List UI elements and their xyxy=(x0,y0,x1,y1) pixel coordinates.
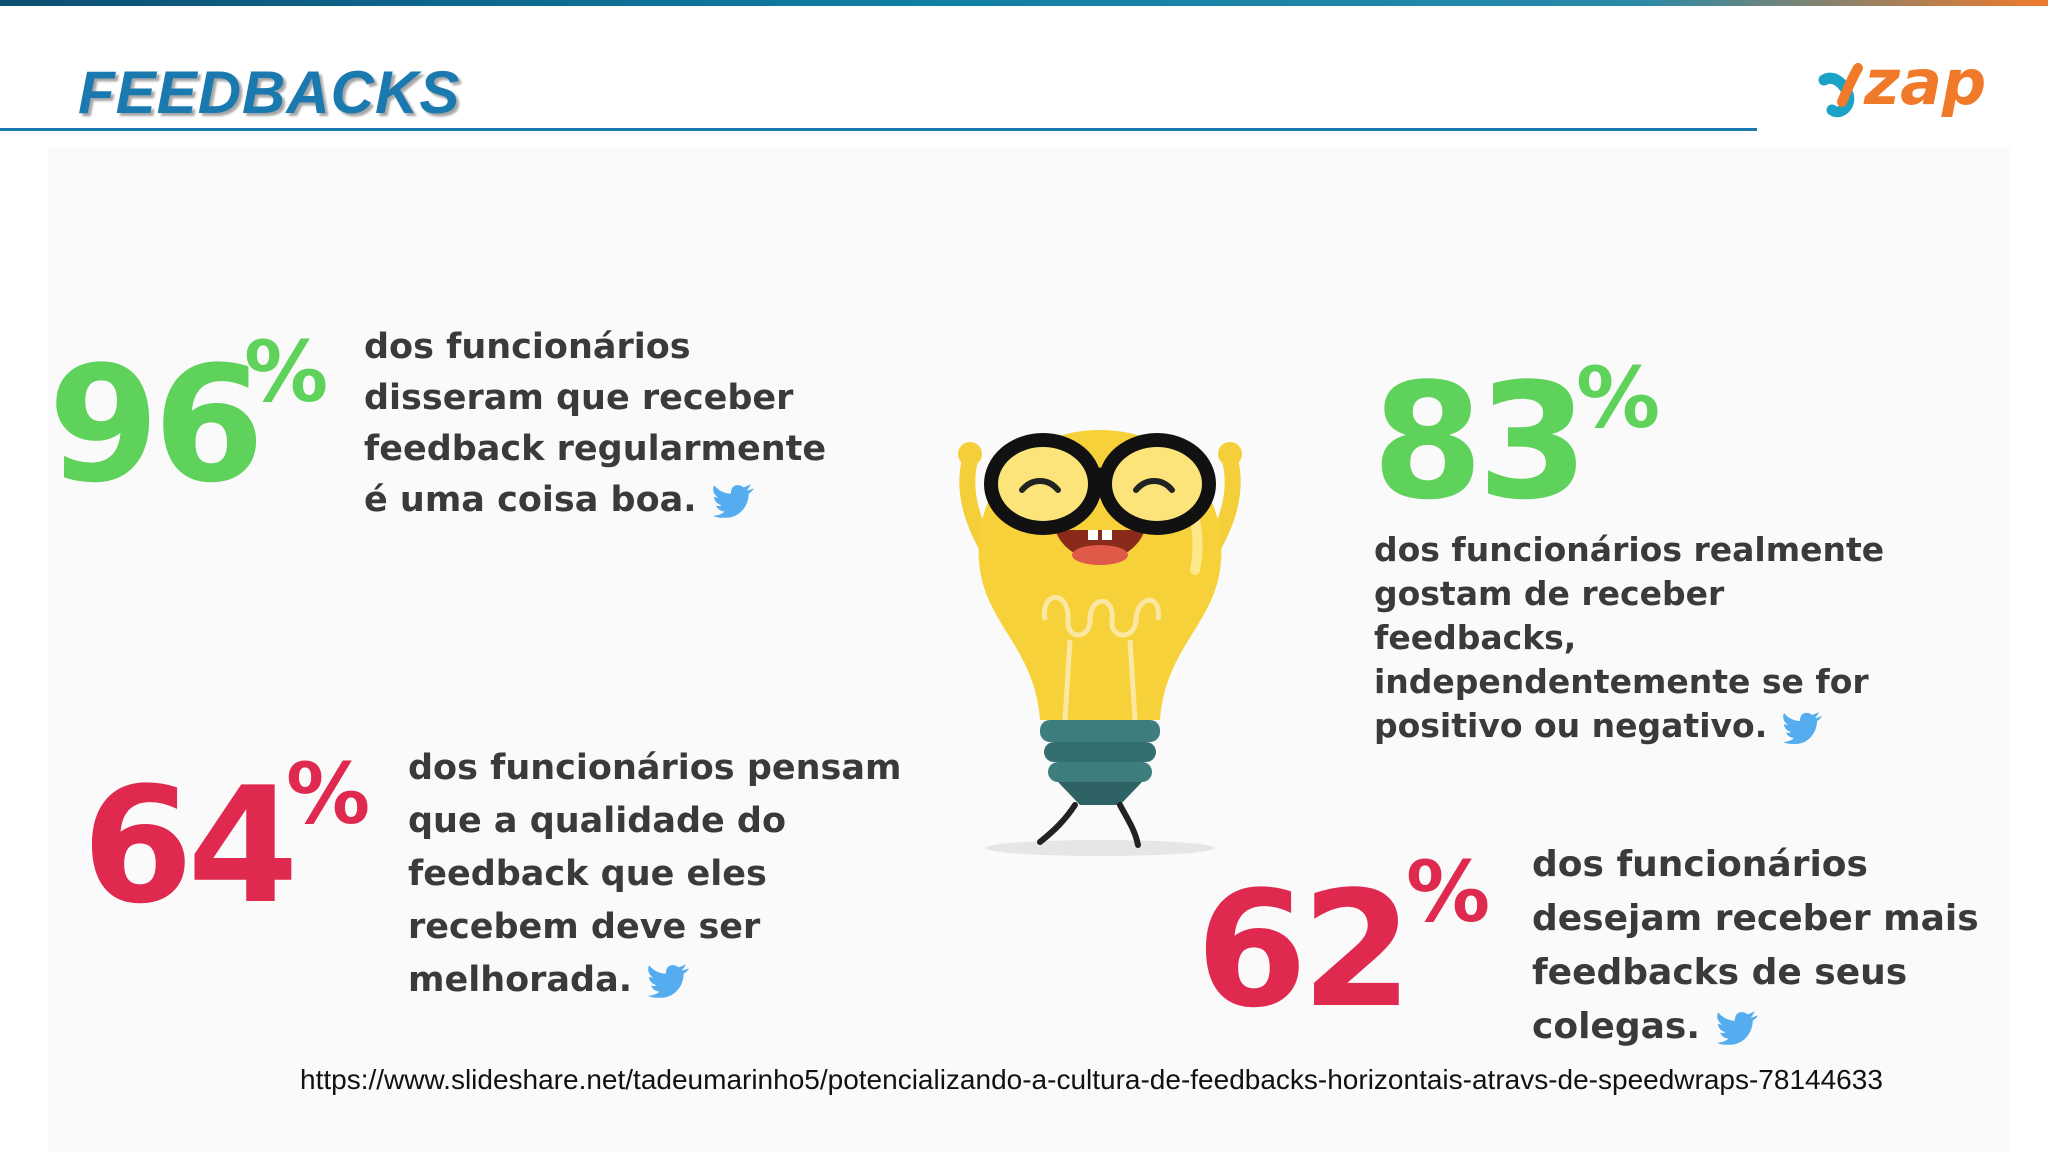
stat-96-text: dos funcionários disseram que receber fe… xyxy=(364,327,827,520)
stat-83-description: dos funcionários realmente gostam de rec… xyxy=(1374,528,1894,748)
stat-83-percent: % xyxy=(1576,349,1661,447)
stat-96-value: 96 xyxy=(48,331,265,518)
zap-logo-mark-icon xyxy=(1818,63,1863,118)
top-accent-bar xyxy=(0,0,2048,6)
zap-logo: zap xyxy=(1818,46,1988,134)
source-link[interactable]: https://www.slideshare.net/tadeumarinho5… xyxy=(300,1064,1883,1095)
stat-62-description: dos funcionários desejam receber mais fe… xyxy=(1532,838,2012,1054)
stat-64-description: dos funcionários pensam que a qualidade … xyxy=(408,742,948,1007)
stat-64-percent: % xyxy=(286,745,371,843)
logo-text: zap xyxy=(1864,46,1987,119)
twitter-bird-icon xyxy=(712,484,754,518)
stat-64-text: dos funcionários pensam que a qualidade … xyxy=(408,748,902,1000)
title-underline xyxy=(0,128,1757,131)
stat-83-text: dos funcionários realmente gostam de rec… xyxy=(1374,530,1885,745)
stat-96-percent: % xyxy=(244,323,329,421)
stat-96-description: dos funcionários disseram que receber fe… xyxy=(364,322,834,526)
stat-62-value: 62 xyxy=(1196,856,1413,1043)
stat-83-value: 83 xyxy=(1372,348,1589,535)
stat-62-text: dos funcionários desejam receber mais fe… xyxy=(1532,844,1979,1047)
lightbulb-mascot-icon xyxy=(958,430,1242,856)
twitter-bird-icon xyxy=(648,964,690,998)
twitter-bird-icon xyxy=(1782,711,1822,744)
stat-64-value: 64 xyxy=(82,752,299,939)
page-title: FEEDBACKS xyxy=(78,59,461,126)
stat-62-percent: % xyxy=(1406,843,1491,941)
twitter-bird-icon xyxy=(1716,1011,1758,1045)
